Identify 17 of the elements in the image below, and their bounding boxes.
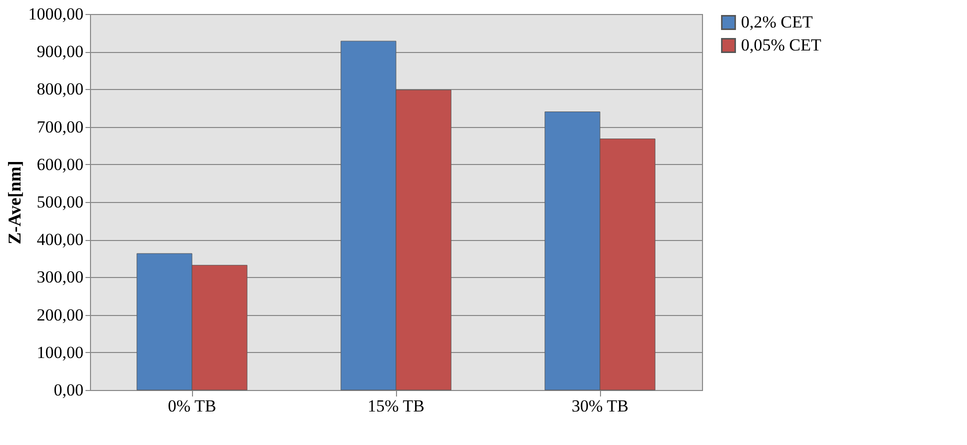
x-tick-label: 30% TB: [572, 396, 628, 416]
y-tick-label: 800,00: [36, 80, 84, 99]
x-tick-label: 0% TB: [168, 396, 216, 416]
y-tick-label: 100,00: [36, 342, 84, 362]
y-tick-label: 500,00: [36, 192, 84, 212]
legend-label: 0,2% CET: [741, 12, 814, 32]
y-tick-label: 700,00: [36, 117, 84, 136]
x-tick-label: 15% TB: [368, 396, 424, 416]
y-tick-label: 1000,00: [28, 4, 84, 24]
y-tick-label: 0,00: [54, 380, 84, 400]
y-tick-label: 300,00: [36, 268, 84, 287]
legend-label: 0,05% CET: [741, 36, 822, 54]
y-axis-title: Z-Ave[nm]: [4, 160, 24, 244]
y-tick-label: 400,00: [36, 230, 84, 250]
y-tick-label: 200,00: [36, 305, 84, 324]
y-tick-label: 900,00: [36, 42, 84, 62]
y-tick-label: 600,00: [36, 154, 84, 174]
